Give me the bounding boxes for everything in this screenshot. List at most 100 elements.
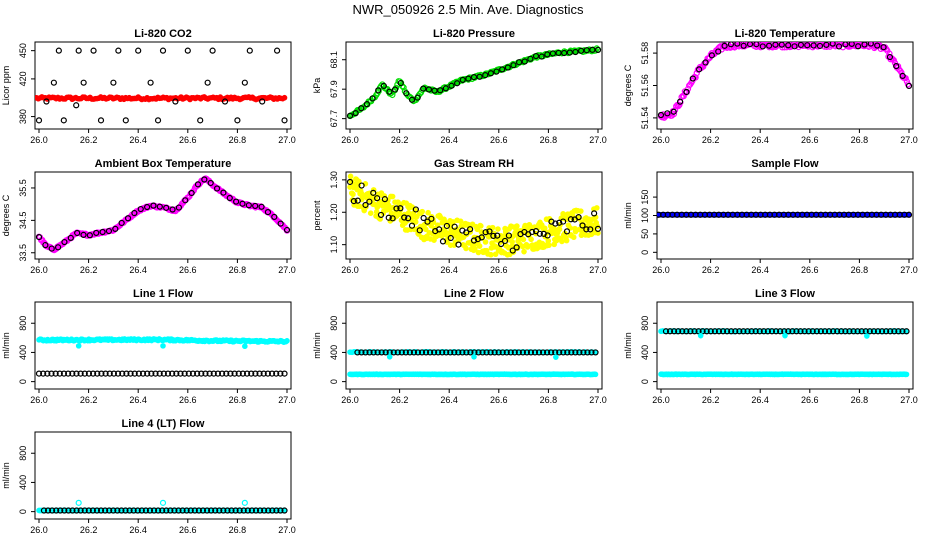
data-point: [389, 215, 396, 222]
data-point: [789, 328, 796, 335]
data-point: [589, 46, 596, 53]
data-point: [48, 245, 55, 252]
data-point: [252, 202, 259, 210]
data-point: [137, 205, 144, 213]
data-point: [206, 370, 213, 377]
data-point: [752, 328, 759, 335]
data-point: [86, 232, 93, 239]
x-tick-label: 26.0: [652, 395, 670, 405]
data-point: [482, 72, 489, 79]
data-point: [532, 52, 540, 60]
data-point: [675, 328, 682, 335]
data-point: [386, 354, 393, 360]
data-point: [488, 251, 494, 258]
data-point: [895, 328, 902, 335]
data-point: [57, 507, 64, 514]
data-point: [69, 507, 76, 514]
data-point: [420, 214, 427, 222]
data-point: [61, 238, 68, 246]
data-point: [703, 328, 710, 335]
data-point: [835, 43, 843, 50]
data-point: [428, 215, 435, 222]
data-point: [185, 370, 192, 377]
data-point: [903, 371, 910, 378]
data-point: [521, 58, 528, 65]
y-tick-label: 380: [18, 109, 28, 124]
y-tick-label: 100: [640, 208, 650, 223]
data-point: [850, 328, 857, 335]
data-point: [35, 370, 43, 377]
data-point: [418, 349, 426, 356]
data-point: [131, 370, 138, 377]
data-point: [204, 79, 211, 86]
data-point: [138, 507, 145, 514]
data-point: [97, 117, 105, 124]
data-point: [389, 193, 396, 200]
data-point: [893, 63, 900, 70]
data-point: [160, 343, 166, 349]
data-point: [734, 42, 741, 47]
panel-title: Ambient Box Temperature: [95, 158, 232, 170]
y-tick-label: 0: [18, 509, 28, 514]
data-point: [358, 105, 365, 112]
plot-points: [657, 211, 913, 218]
data-point: [163, 507, 170, 514]
data-point: [271, 213, 278, 221]
data-point: [191, 507, 198, 514]
x-tick-label: 26.6: [801, 395, 819, 405]
data-point: [451, 223, 458, 230]
data-point: [578, 208, 584, 214]
data-point: [553, 354, 559, 360]
data-point: [40, 507, 48, 514]
data-point: [350, 191, 356, 198]
panel-title: Line 4 (LT) Flow: [122, 418, 205, 430]
x-tick-label: 26.8: [540, 395, 558, 405]
data-point: [210, 370, 217, 377]
data-point: [346, 178, 354, 186]
data-point: [208, 507, 215, 514]
x-tick-label: 26.4: [440, 135, 458, 145]
data-point: [435, 349, 442, 356]
data-point: [130, 507, 137, 514]
x-tick-label: 26.0: [30, 265, 48, 275]
data-point: [218, 370, 226, 377]
data-point: [42, 242, 49, 249]
plot-points: [657, 42, 913, 121]
data-point: [810, 42, 817, 49]
data-point: [212, 507, 219, 514]
data-point: [587, 226, 594, 233]
data-point: [527, 55, 534, 62]
data-point: [695, 328, 702, 335]
data-point: [548, 349, 555, 356]
data-point: [378, 349, 385, 356]
data-point: [281, 370, 288, 377]
data-point: [374, 195, 381, 202]
data-point: [244, 507, 251, 514]
data-point: [231, 370, 238, 377]
y-axis-label: kPa: [312, 78, 322, 94]
data-point: [44, 370, 51, 377]
y-tick-label: 51.56: [640, 74, 650, 97]
data-point: [732, 328, 739, 335]
plot-points: [346, 173, 602, 258]
data-point: [848, 42, 855, 47]
data-point: [69, 370, 76, 377]
data-point: [536, 230, 543, 237]
data-point: [144, 370, 151, 377]
data-point: [439, 238, 447, 245]
data-point: [242, 343, 248, 350]
data-point: [93, 229, 100, 237]
data-point: [386, 88, 393, 95]
data-point: [478, 223, 484, 229]
data-point: [886, 53, 894, 61]
data-point: [455, 349, 462, 356]
data-point: [273, 507, 280, 514]
data-point: [234, 117, 241, 124]
panel-line1: Line 1 Flow ml/min 26.0 26.2 26.4 26.6 26.8 27.…: [1, 288, 296, 405]
data-point: [748, 328, 755, 335]
data-point: [499, 66, 506, 73]
data-point: [60, 370, 68, 377]
panel-pressure: Li-820 Pressure kPa 26.0 26.2 26.4 26.6 26.8 27…: [312, 28, 607, 145]
data-point: [73, 507, 80, 514]
data-point: [813, 328, 820, 335]
